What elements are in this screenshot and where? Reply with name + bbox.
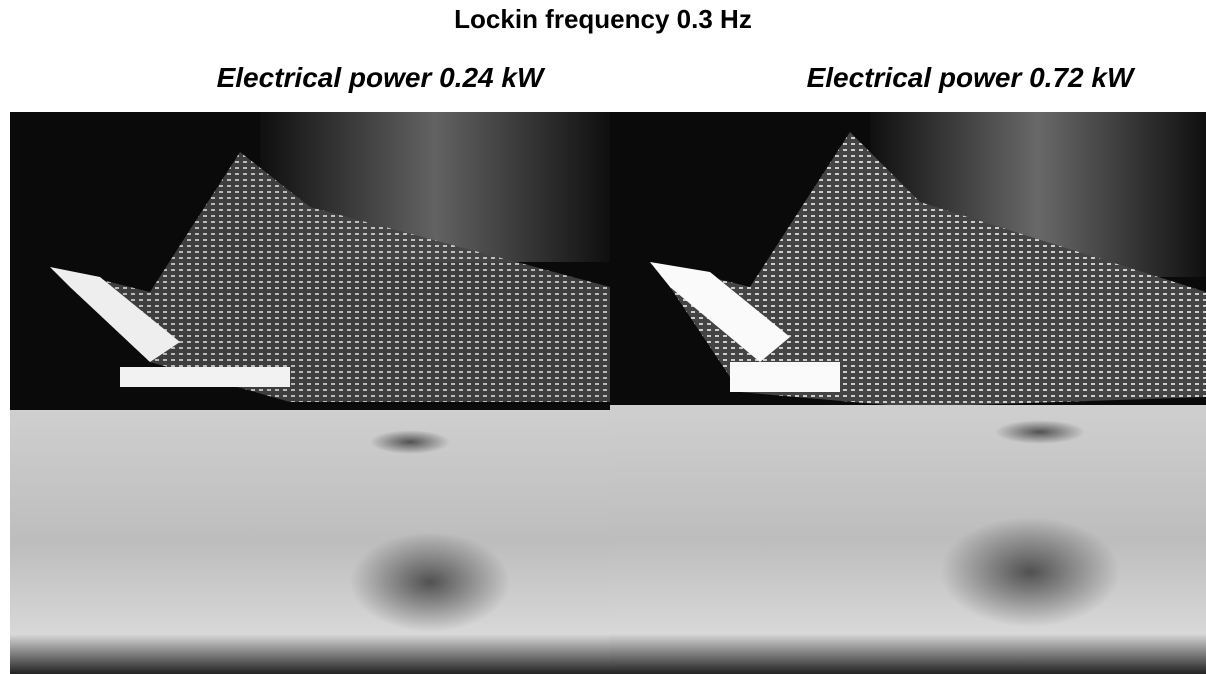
panel-subtitle: Electrical power 0.24 kW [80,62,680,94]
thermal-image [610,112,1206,674]
thermal-image [10,112,610,674]
figure: Lockin frequency 0.3 Hz Electrical power… [0,0,1206,674]
figure-title: Lockin frequency 0.3 Hz [0,4,1206,35]
panel-subtitle: Electrical power 0.72 kW [670,62,1206,94]
